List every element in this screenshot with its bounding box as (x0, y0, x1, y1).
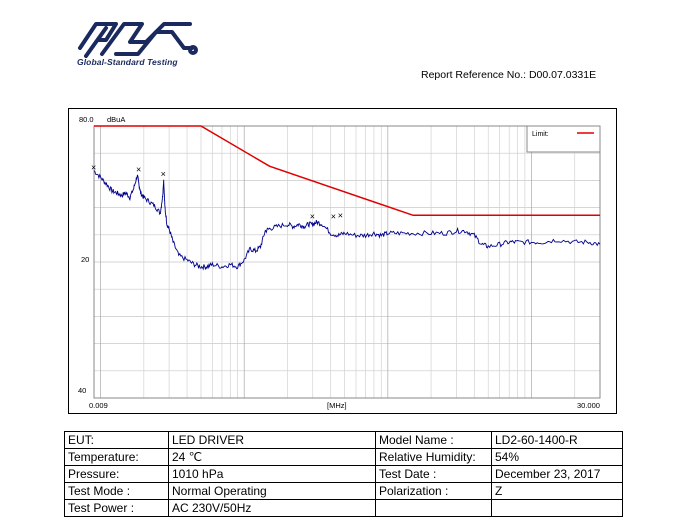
measurement-trace (93, 170, 601, 271)
info-value-cell: 24 ℃ (168, 448, 376, 466)
info-label-cell: EUT: (64, 431, 169, 449)
peak-marker: × (331, 212, 336, 222)
y-tick-40: 40 (78, 386, 86, 395)
report-reference: Report Reference No.: D00.07.0331E (421, 69, 597, 81)
peak-marker: × (161, 169, 166, 179)
info-label-cell: Test Mode : (64, 482, 169, 500)
info-label-cell: Polarization : (375, 482, 492, 500)
info-value-cell: December 23, 2017 (491, 465, 623, 483)
info-label-cell: Relative Humidity: (375, 448, 492, 466)
legend-label: Limit: (532, 131, 549, 138)
info-label-cell: Test Date : (375, 465, 492, 483)
peak-marker: × (310, 212, 315, 222)
test-info-table: EUT: LED DRIVER Model Name : LD2-60-1400-R T… (64, 431, 623, 517)
y-top-label: 80.0 (79, 115, 94, 124)
x-start-label: 0.009 (89, 401, 108, 410)
info-value-cell (491, 499, 623, 517)
info-row: Test Mode : Normal Operating Polarization … (64, 482, 623, 500)
info-value-cell: Z (491, 482, 623, 500)
peak-marker: × (338, 210, 343, 220)
unit-label: dBuA (107, 115, 125, 124)
info-value-cell: AC 230V/50Hz (168, 499, 376, 517)
x-end-label: 30.000 (577, 401, 600, 410)
legend-box (526, 125, 601, 153)
logo-text: Global-Standard Testing (77, 57, 178, 67)
peak-marker: × (136, 165, 141, 175)
info-label-cell: Temperature: (64, 448, 169, 466)
info-label-cell: Pressure: (64, 465, 169, 483)
y-tick-20: 20 (81, 255, 89, 264)
chart-grid (93, 126, 600, 398)
info-row: Temperature: 24 ℃ Relative Humidity: 54% (64, 448, 623, 466)
x-unit-label: [MHz] (327, 401, 347, 410)
info-label-cell (375, 499, 492, 517)
info-row: Test Power : AC 230V/50Hz (64, 499, 623, 517)
gst-logo (78, 22, 198, 58)
info-label-cell: Test Power : (64, 499, 169, 517)
limit-line (94, 125, 600, 217)
info-row: EUT: LED DRIVER Model Name : LD2-60-1400-R (64, 431, 623, 449)
info-label-cell: Model Name : (375, 431, 492, 449)
plot-border (93, 125, 601, 399)
emission-chart: × × × × × × Limit: 80.0 dBuA 20 40 0.009 [MHz… (68, 108, 617, 414)
info-value-cell: LED DRIVER (168, 431, 376, 449)
info-value-cell: LD2-60-1400-R (491, 431, 623, 449)
peak-marker: × (91, 162, 96, 172)
info-row: Pressure: 1010 hPa Test Date : December 23,… (64, 465, 623, 483)
info-value-cell: Normal Operating (168, 482, 376, 500)
info-value-cell: 1010 hPa (168, 465, 376, 483)
chart-svg: × × ×× × × Limit: 80.0 dBuA 20 40 0.009 [MHz… (78, 115, 601, 410)
info-value-cell: 54% (491, 448, 623, 466)
